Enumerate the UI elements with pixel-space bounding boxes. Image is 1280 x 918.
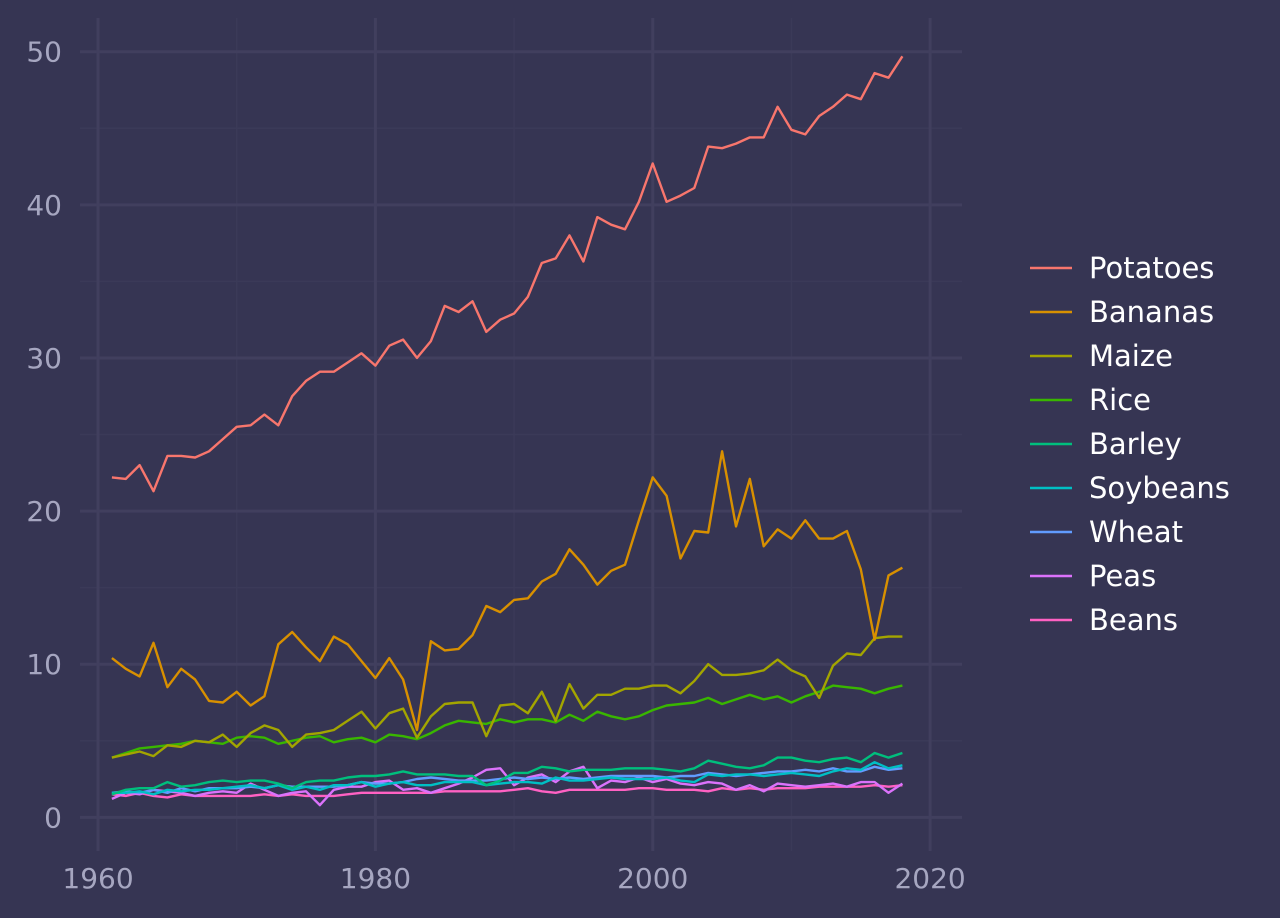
series-line-bananas bbox=[111, 450, 903, 732]
legend-label-rice: Rice bbox=[1089, 383, 1151, 417]
legend: Potatoes Bananas Maize Rice Barley Soybeans Wh… bbox=[1030, 251, 1230, 637]
x-tick-label: 1980 bbox=[340, 862, 411, 895]
major-gridlines bbox=[80, 18, 962, 851]
legend-label-peas: Peas bbox=[1089, 559, 1156, 593]
legend-label-barley: Barley bbox=[1089, 427, 1182, 461]
y-tick-label: 30 bbox=[26, 342, 62, 375]
x-tick-label: 2000 bbox=[617, 862, 688, 895]
series-lines bbox=[111, 55, 904, 807]
series-line-barley bbox=[111, 751, 903, 796]
legend-label-beans: Beans bbox=[1089, 603, 1178, 637]
legend-label-maize: Maize bbox=[1089, 339, 1173, 373]
series-line-rice bbox=[111, 684, 903, 759]
x-tick-label: 1960 bbox=[62, 862, 133, 895]
y-axis-tick-labels: 0 10 20 30 40 50 bbox=[26, 36, 62, 835]
y-tick-label: 50 bbox=[26, 36, 62, 69]
y-tick-label: 40 bbox=[26, 189, 62, 222]
legend-label-bananas: Bananas bbox=[1089, 295, 1214, 329]
x-tick-label: 2020 bbox=[894, 862, 965, 895]
series-line-wheat bbox=[111, 765, 903, 794]
series-line-beans bbox=[111, 784, 903, 799]
legend-label-soybeans: Soybeans bbox=[1089, 471, 1230, 505]
series-line-potatoes bbox=[111, 55, 904, 493]
legend-label-potatoes: Potatoes bbox=[1089, 251, 1214, 285]
x-axis-tick-labels: 1960 1980 2000 2020 bbox=[62, 862, 965, 895]
y-tick-label: 0 bbox=[44, 801, 62, 834]
y-tick-label: 20 bbox=[26, 495, 62, 528]
legend-label-wheat: Wheat bbox=[1089, 515, 1183, 549]
y-tick-label: 10 bbox=[26, 648, 62, 681]
series-line-soybeans bbox=[111, 761, 903, 796]
series-line-maize bbox=[111, 635, 903, 759]
